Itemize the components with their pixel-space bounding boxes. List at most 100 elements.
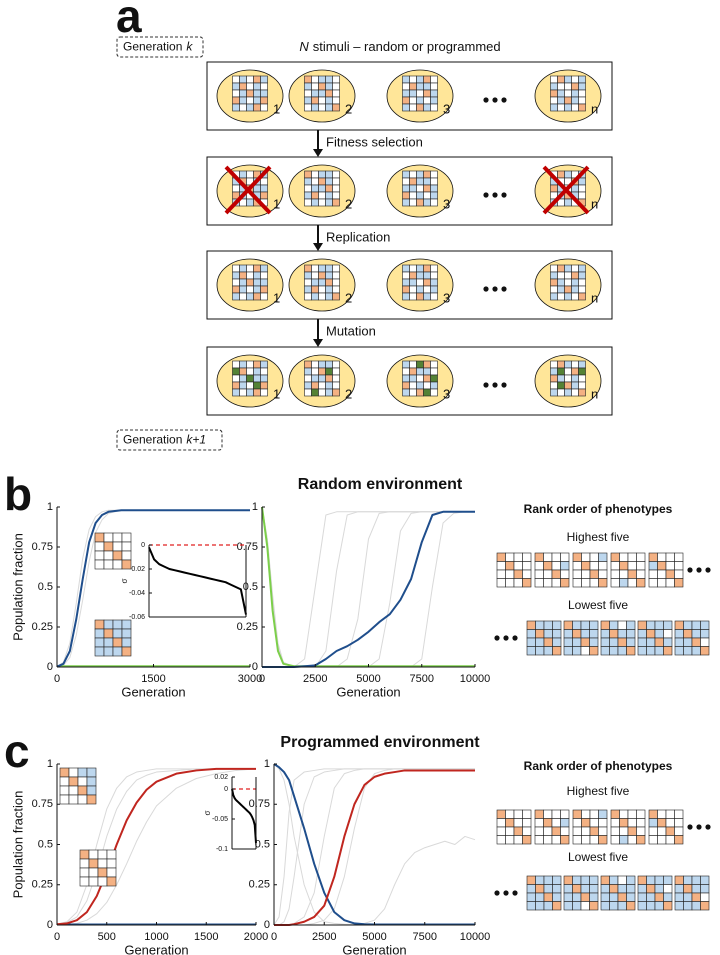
phenotype-cell <box>700 875 710 885</box>
stimulus-cell <box>416 264 424 273</box>
phenotype-cell <box>665 809 675 819</box>
stimulus-cell <box>564 285 572 294</box>
stimulus-cell <box>318 170 326 179</box>
phenotype-cell <box>563 629 573 639</box>
stimulus-cell <box>423 170 431 179</box>
stimulus-cell <box>402 170 410 179</box>
stimulus-cell <box>239 374 247 383</box>
stimulus-cell <box>564 75 572 84</box>
stimulus-cell <box>253 184 261 193</box>
phenotype-cell <box>619 809 629 819</box>
phenotype-cell <box>598 569 608 579</box>
phenotype-cell <box>543 637 553 647</box>
phenotype-cell <box>94 532 105 543</box>
phenotype-cell <box>683 620 693 630</box>
stimulus-cell <box>550 271 558 280</box>
stimulus-cell <box>550 367 558 376</box>
stimulus-cell <box>550 264 558 273</box>
stimulus-cell <box>430 103 438 112</box>
stimulus-cell <box>253 103 261 112</box>
stimulus-cell <box>239 75 247 84</box>
stimulus-cell <box>239 96 247 105</box>
organism-label: 1 <box>273 290 280 305</box>
phenotype-cell <box>674 578 684 588</box>
phenotype-cell <box>580 646 590 656</box>
series-line <box>56 509 250 668</box>
y-tick-label: 0.5 <box>38 581 53 593</box>
stimulus-cell <box>260 96 268 105</box>
phenotype-cell <box>551 826 561 836</box>
stimulus-cell <box>550 75 558 84</box>
y-tick-label: -0.04 <box>129 590 145 597</box>
stimulus-cell <box>253 75 261 84</box>
stimulus-cell <box>402 360 410 369</box>
phenotype-cell <box>572 637 582 647</box>
stimulus-cell <box>311 264 319 273</box>
phenotype-cell <box>581 818 591 828</box>
phenotype-cell <box>589 646 599 656</box>
phenotype-cell <box>636 561 646 571</box>
phenotype-cell <box>700 901 710 911</box>
phenotype-cell <box>505 809 515 819</box>
phenotype-cell <box>543 646 553 656</box>
stimulus-cell <box>246 96 254 105</box>
phenotype-cell <box>646 646 656 656</box>
organism-label: 2 <box>345 386 352 401</box>
ellipsis-dot <box>494 635 500 641</box>
stimulus-cell <box>304 388 312 397</box>
stimulus-cell <box>416 292 424 301</box>
phenotype-cell <box>610 809 620 819</box>
stimulus-cell <box>402 191 410 200</box>
rank-title: Rank order of phenotypes <box>524 502 673 516</box>
phenotype-cell <box>619 835 629 845</box>
stimulus-cell <box>260 264 268 273</box>
organism-label: 3 <box>443 196 450 211</box>
phenotype-cell <box>674 552 684 562</box>
stimulus-cell <box>260 75 268 84</box>
phenotype-cell <box>97 849 108 860</box>
stimulus-cell <box>325 82 333 91</box>
x-tick-label: 7500 <box>410 673 434 685</box>
stimulus-cell <box>232 285 240 294</box>
stimulus-cell <box>409 82 417 91</box>
y-axis-label: σ <box>120 578 129 583</box>
phenotype-cell <box>619 552 629 562</box>
phenotype-cell <box>551 818 561 828</box>
stimulus-cell <box>260 381 268 390</box>
phenotype-cell <box>59 794 70 805</box>
phenotype-cell <box>522 818 532 828</box>
phenotype-cell <box>513 835 523 845</box>
phenotype-cell <box>534 809 544 819</box>
phenotype-cell <box>543 818 553 828</box>
stimulus-cell <box>430 292 438 301</box>
phenotype-cell <box>637 884 647 894</box>
x-tick-label: 1000 <box>144 931 168 943</box>
stimulus-cell <box>239 278 247 287</box>
stimulus-cell <box>578 75 586 84</box>
phenotype-cell <box>636 552 646 562</box>
x-tick-label: 0 <box>54 673 60 685</box>
phenotype-cell <box>636 809 646 819</box>
stimulus-cell <box>409 292 417 301</box>
phenotype-cell <box>657 818 667 828</box>
phenotype-cell <box>543 552 553 562</box>
stimulus-cell <box>318 271 326 280</box>
phenotype-cell <box>106 867 117 878</box>
phenotype-cell <box>657 826 667 836</box>
phenotype-cell <box>563 884 573 894</box>
stimulus-cell <box>402 96 410 105</box>
stimulus-cell <box>409 374 417 383</box>
phenotype-cell <box>674 818 684 828</box>
phenotype-cell <box>691 637 701 647</box>
phenotype-cell <box>121 646 132 657</box>
y-tick-label: 0.02 <box>214 774 228 781</box>
stimulus-cell <box>402 198 410 207</box>
stimulus-cell <box>423 198 431 207</box>
stimulus-cell <box>260 184 268 193</box>
phenotype-cell <box>94 646 105 657</box>
stimulus-cell <box>311 89 319 98</box>
phenotype-cell <box>609 620 619 630</box>
phenotype-cell <box>654 884 664 894</box>
phenotype-cell <box>589 629 599 639</box>
stimulus-cell <box>232 360 240 369</box>
